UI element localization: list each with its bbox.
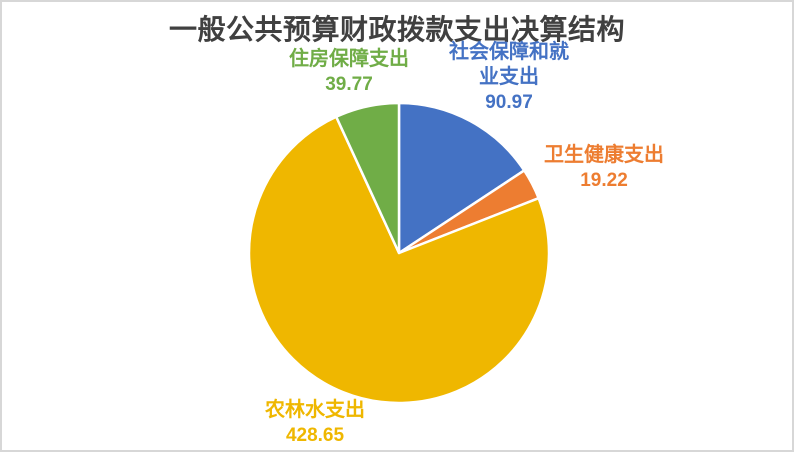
data-label-text: 农林水支出 bbox=[265, 399, 365, 421]
data-label-value: 19.22 bbox=[580, 170, 628, 191]
data-label-text: 住房保障支出 bbox=[289, 48, 409, 70]
data-label-health: 卫生健康支出 19.22 bbox=[494, 143, 714, 193]
pie-slice-social-security-employment bbox=[397, 101, 526, 255]
data-label-social-security-employment: 社会保障和就 业支出 90.97 bbox=[399, 40, 619, 115]
data-label-agriculture-forestry-water: 农林水支出 428.65 bbox=[205, 397, 425, 449]
data-label-value: 90.97 bbox=[485, 92, 533, 113]
pie-slice-housing-security bbox=[334, 101, 401, 255]
data-label-value: 39.77 bbox=[325, 74, 373, 95]
chart-title: 一般公共预算财政拨款支出决算结构 bbox=[168, 14, 625, 45]
data-label-text: 社会保障和就 bbox=[449, 41, 569, 63]
pie-slice-agriculture-forestry-water bbox=[247, 115, 551, 405]
data-label-text: 业支出 bbox=[479, 66, 539, 88]
data-label-text: 卫生健康支出 bbox=[544, 144, 664, 166]
data-label-value: 428.65 bbox=[285, 425, 345, 446]
data-label-housing-security: 住房保障支出 39.77 bbox=[239, 47, 459, 97]
